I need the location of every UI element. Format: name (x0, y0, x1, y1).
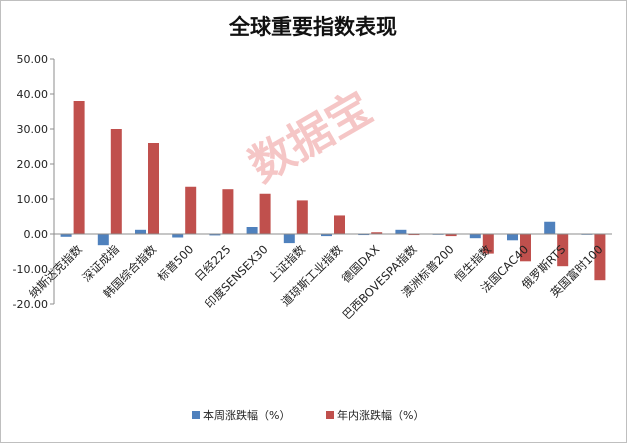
y-tick-label: 10.00 (17, 193, 49, 206)
bar-weekly-6 (283, 234, 295, 244)
legend: 本周涨跌幅（%） 年内涨跌幅（%） (192, 408, 424, 422)
bar-weekly-4 (209, 234, 221, 236)
y-tick-label: -10.00 (13, 263, 48, 276)
y-axis: 50.00 40.00 30.00 20.00 10.00 0.00 -10.00 -20.0… (13, 53, 55, 311)
legend-swatch (326, 411, 334, 419)
bar-ytd-12 (520, 234, 531, 262)
bar-ytd-10 (445, 234, 457, 237)
bar-ytd-0 (73, 101, 85, 234)
y-tick-label: 50.00 (17, 53, 49, 66)
bar-weekly-9 (395, 229, 407, 234)
bar-ytd-3 (185, 186, 197, 234)
bar-weekly-5 (246, 227, 258, 234)
bar-ytd-2 (148, 143, 159, 234)
bar-weekly-11 (469, 234, 481, 239)
bar-weekly-1 (97, 234, 109, 246)
bar-weekly-13 (544, 221, 556, 234)
bar-weekly-12 (507, 234, 518, 241)
bars (60, 101, 606, 281)
bar-ytd-5 (259, 193, 271, 234)
bar-ytd-6 (296, 200, 308, 234)
bar-ytd-8 (371, 232, 383, 234)
y-tick-label: -20.00 (13, 298, 48, 311)
bar-ytd-4 (222, 189, 234, 234)
bar-ytd-7 (334, 215, 345, 234)
bar-weekly-0 (60, 234, 72, 237)
y-tick-label: 40.00 (17, 88, 49, 101)
bar-weekly-3 (172, 234, 184, 238)
bar-weekly-7 (321, 234, 332, 237)
legend-label: 年内涨跌幅（%） (337, 408, 424, 422)
y-tick-label: 30.00 (17, 123, 49, 136)
legend-label: 本周涨跌幅（%） (203, 408, 290, 422)
y-tick-label: 20.00 (17, 158, 49, 171)
y-tick-label: 0.00 (24, 228, 49, 241)
bar-ytd-13 (557, 234, 569, 267)
bar-ytd-11 (482, 234, 494, 254)
chart-title: 全球重要指数表现 (228, 15, 397, 39)
bar-ytd-14 (594, 234, 606, 281)
bar-ytd-1 (110, 129, 122, 234)
bar-weekly-8 (358, 234, 370, 236)
legend-swatch (192, 411, 200, 419)
bar-ytd-9 (408, 234, 420, 236)
bar-weekly-2 (135, 229, 146, 234)
